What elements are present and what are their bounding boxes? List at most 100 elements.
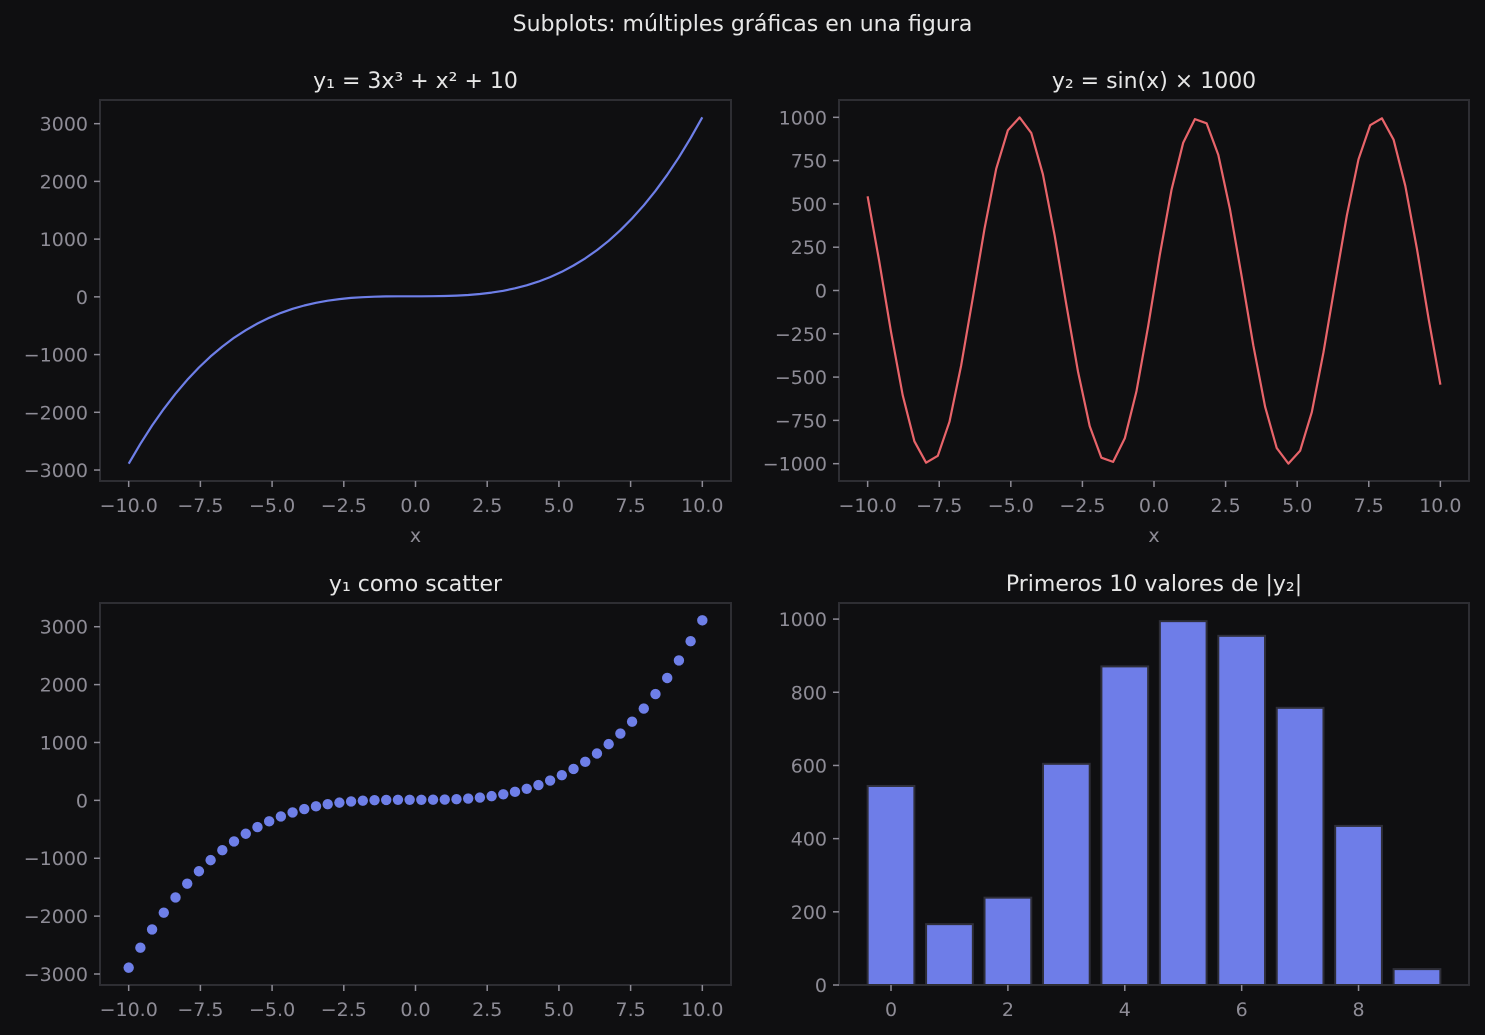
scatter-point [135, 942, 146, 953]
scatter-point [498, 789, 509, 800]
scatter-point [182, 878, 193, 889]
y-tick-label: −2000 [24, 402, 88, 424]
y-tick-label: 0 [815, 281, 827, 303]
scatter-point [240, 828, 251, 839]
scatter-point [427, 794, 439, 805]
scatter-point [603, 738, 614, 750]
x-axis-label: x [1148, 525, 1159, 547]
x-tick-label: 6 [1236, 999, 1248, 1021]
y-tick-label: 800 [791, 682, 827, 704]
subplot-title: y₁ como scatter [329, 572, 503, 597]
scatter-point [381, 794, 392, 806]
x-tick-label: −5.0 [249, 495, 295, 517]
x-tick-label: 7.5 [616, 495, 646, 517]
x-tick-label: −10.0 [100, 495, 158, 517]
y-tick-label: 2000 [40, 171, 88, 193]
x-tick-label: 8 [1352, 999, 1364, 1021]
x-tick-label: 7.5 [1354, 495, 1384, 517]
scatter-point [685, 636, 696, 647]
y-tick-label: 1000 [779, 609, 827, 631]
y-tick-label: 1000 [40, 229, 88, 251]
bar [1217, 634, 1267, 987]
x-tick-label: 10.0 [681, 999, 723, 1021]
y-tick-label: 3000 [40, 114, 88, 136]
scatter-point [521, 783, 532, 794]
subplot-title: y₁ = 3x³ + x² + 10 [313, 69, 518, 94]
scatter-point [580, 756, 591, 767]
scatter-point [533, 779, 544, 791]
x-tick-label: 10.0 [1419, 495, 1461, 517]
scatter-point [416, 794, 427, 805]
scatter-point [334, 797, 345, 808]
scatter-point [509, 786, 521, 798]
scatter-point [404, 794, 415, 805]
y-tick-label: 500 [791, 194, 827, 216]
bar [1100, 665, 1150, 986]
x-tick-label: −7.5 [177, 999, 223, 1021]
scatter-point [193, 866, 205, 877]
axes-frame [99, 602, 732, 986]
bar [1334, 824, 1383, 986]
subplot-abs-sine-bars: Primeros 10 valores de |y₂| 0 2 4 6 8 0 200 400 6… [779, 572, 1470, 1021]
bar [1392, 968, 1442, 987]
x-tick-label: 0.0 [400, 495, 430, 517]
y-tick-label: 250 [791, 237, 827, 259]
y-tick-label: 750 [791, 151, 827, 173]
x-tick-label: 0.0 [1139, 495, 1169, 517]
scatter-point [615, 728, 626, 739]
subplot-title: y₂ = sin(x) × 1000 [1052, 69, 1256, 94]
x-tick-label: 5.0 [544, 495, 574, 517]
x-tick-label: 0.0 [400, 999, 430, 1021]
scatter-point [544, 775, 556, 786]
scatter-point [252, 821, 263, 833]
y-tick-label: −3000 [24, 460, 88, 482]
scatter-point [158, 907, 169, 918]
scatter-point [673, 655, 685, 666]
scatter-point [228, 836, 240, 847]
scatter-point [392, 794, 404, 806]
bar [983, 896, 1033, 987]
scatter-point [146, 924, 158, 935]
y-tick-label: −1000 [24, 345, 88, 367]
y-tick-label: −500 [775, 367, 827, 389]
y-tick-label: −750 [775, 410, 827, 432]
scatter-point [299, 803, 310, 815]
x-tick-label: 4 [1119, 999, 1131, 1021]
scatter-point [451, 793, 462, 805]
y-tick-label: −3000 [24, 964, 88, 986]
y-tick-label: 1000 [40, 732, 88, 754]
y-tick-label: 0 [76, 790, 88, 812]
x-tick-label: 0 [885, 999, 897, 1021]
x-tick-label: −7.5 [916, 495, 962, 517]
y-tick-label: 600 [791, 755, 827, 777]
x-tick-label: 2 [1002, 999, 1014, 1021]
scatter-point [439, 794, 450, 805]
scatter-point [591, 748, 603, 759]
data-line [127, 116, 704, 465]
scatter-point [474, 792, 486, 803]
scatter-point [697, 615, 708, 626]
y-tick-label: −250 [775, 324, 827, 346]
x-tick-label: 2.5 [472, 495, 502, 517]
figure-suptitle: Subplots: múltiples gráficas en una figu… [512, 12, 973, 37]
y-tick-label: 3000 [40, 617, 88, 639]
scatter-point [345, 796, 357, 807]
x-tick-label: 10.0 [681, 495, 723, 517]
scatter-point [310, 801, 322, 812]
axes-frame [838, 602, 1470, 986]
y-tick-label: −2000 [24, 906, 88, 928]
data-line [866, 116, 1442, 465]
y-tick-label: 200 [791, 902, 827, 924]
bar [925, 923, 974, 986]
scatter-point [462, 793, 474, 804]
bar [866, 784, 916, 986]
subplot-sine-line: y₂ = sin(x) × 1000 −10.0 −7.5 −5.0 −2.5 0.0 2.… [763, 69, 1470, 547]
scatter-point [263, 816, 275, 827]
scatter-point [638, 703, 649, 714]
x-tick-label: −5.0 [249, 999, 295, 1021]
y-tick-label: 0 [815, 975, 827, 997]
y-tick-label: 0 [76, 287, 88, 309]
scatter-point [275, 811, 287, 822]
scatter-point [322, 799, 333, 810]
